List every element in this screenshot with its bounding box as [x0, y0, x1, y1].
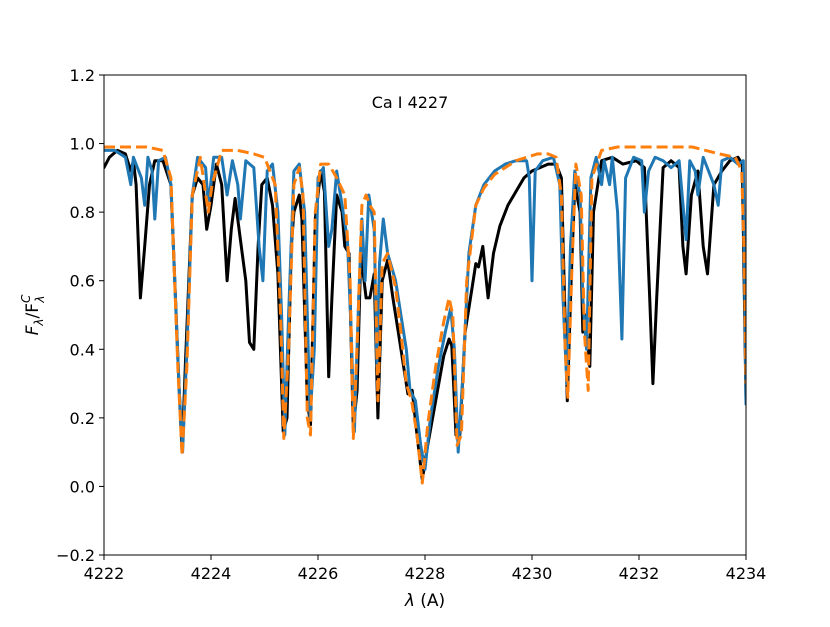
y-tick-label: 0.8: [70, 203, 95, 222]
x-axis: 4222 4224 4226 4228 4230 4232 4234: [84, 555, 767, 583]
x-tick-label: 4230: [512, 564, 553, 583]
x-tick-label: 4226: [298, 564, 339, 583]
y-tick-label: 0.0: [70, 477, 95, 496]
series-line-2: [104, 148, 746, 471]
x-tick-label: 4228: [405, 564, 446, 583]
y-tick-label: 0.4: [70, 340, 95, 359]
line-annotation: Ca I 4227: [372, 93, 449, 112]
x-axis-label: λ (A): [404, 591, 445, 611]
y-tick-label: 1.0: [70, 135, 95, 154]
series-layer: [104, 145, 746, 485]
y-axis-label: Fλ/FCλ: [19, 294, 47, 335]
y-tick-label: 0.2: [70, 409, 95, 428]
y-axis: −0.2 0.0 0.2 0.4 0.6 0.8 1.0 1.2: [56, 66, 104, 565]
x-tick-label: 4234: [726, 564, 767, 583]
x-tick-label: 4232: [619, 564, 660, 583]
x-tick-label: 4224: [191, 564, 232, 583]
y-tick-label: 1.2: [70, 66, 95, 85]
series-line-1: [104, 148, 746, 482]
y-tick-label: −0.2: [56, 546, 95, 565]
y-tick-label: 0.6: [70, 272, 95, 291]
x-tick-label: 4222: [84, 564, 125, 583]
series-line-3: [104, 145, 746, 485]
